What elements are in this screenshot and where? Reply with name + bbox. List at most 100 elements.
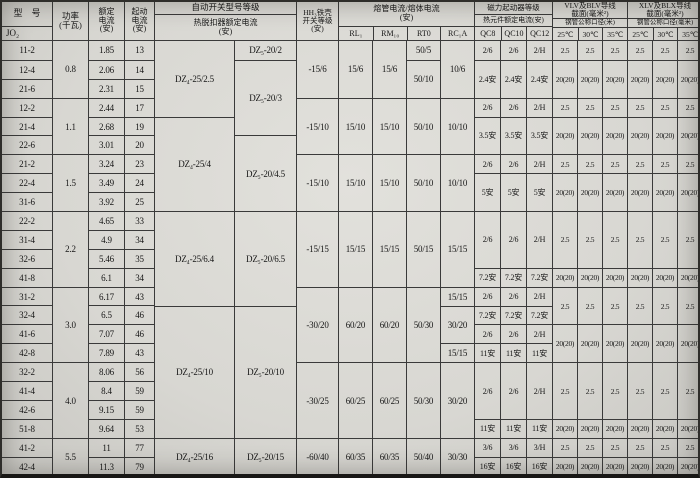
table-cell: 59 xyxy=(125,381,154,400)
table-cell: 11安 xyxy=(527,418,552,438)
table-cell: 2.5 xyxy=(628,437,652,457)
table-cell: 2.5 xyxy=(578,362,602,419)
table-cell: 2/6 xyxy=(475,211,500,268)
xlv-temp-subcolumns: 25℃ 30℃ 35℃ xyxy=(628,28,698,40)
table-cell: 20(20) xyxy=(553,418,577,438)
table-cell: 60/25 xyxy=(339,362,372,438)
starter-subcolumns: QC8 QC10 QC12 xyxy=(475,27,552,40)
table-cell: 2.5 xyxy=(660,45,670,55)
table-cell: 9.64 xyxy=(89,418,124,438)
table-cell: 20(20) xyxy=(678,116,698,155)
table-cell: 1.5 xyxy=(53,154,88,211)
table-cell: 41-6 xyxy=(2,324,52,343)
header-xlv-group: XLV及BLX导线 截面(毫米²) 钢管公称口径(毫米) 25℃ 30℃ 35℃ xyxy=(627,2,698,40)
table-cell: 10/6 xyxy=(449,64,466,75)
table-cell: 2/H xyxy=(527,154,552,173)
table-cell: 20(20) xyxy=(578,324,602,362)
auto-switch-title: 自动开关型号等级 xyxy=(155,2,296,15)
table-cell: 2.5 xyxy=(653,362,677,419)
start-current-header-label: 起动 电流 (安) xyxy=(131,6,148,34)
col-xlv-30c: 2.5 20(20) 2.5 20(20) 2.5 20(20) 2.5 20(20) 2.5 2… xyxy=(652,41,677,474)
table-cell: 20(20) xyxy=(603,456,627,474)
table-cell: 20(20) xyxy=(628,173,652,211)
table-cell: 2/H xyxy=(527,362,552,419)
model-title: 型 号 xyxy=(13,8,41,19)
col-label-vlv-25c: 25℃ xyxy=(557,29,574,39)
table-body: 11-2 12-4 21-6 12-2 21-4 22-6 21-2 22-4 31-6 22-2… xyxy=(2,41,698,474)
table-cell: 20(20) xyxy=(653,324,677,362)
col-label-xlv-30c: 30℃ xyxy=(652,28,678,40)
table-cell: DZ₄-25/10 xyxy=(155,305,234,438)
col-vlv-35c: 2.5 20(20) 2.5 20(20) 2.5 20(20) 2.5 20(20) 2.5 2… xyxy=(602,41,627,474)
table-cell: 31-2 xyxy=(2,286,52,306)
table-cell: 2/6 xyxy=(482,45,493,55)
table-cell: 20 xyxy=(125,135,154,154)
table-cell: 20(20) xyxy=(653,173,677,211)
table-cell: 41-8 xyxy=(2,267,52,287)
table-cell: 2.5 xyxy=(653,154,677,173)
table-cell: 79 xyxy=(125,456,154,474)
table-cell: 24 xyxy=(125,173,154,192)
table-cell: 3.5安 xyxy=(475,116,500,155)
table-cell: 21-4 xyxy=(2,116,52,136)
table-cell: 20(20) xyxy=(653,116,677,155)
table-cell: 20(20) xyxy=(603,116,627,155)
table-cell: 35 xyxy=(125,248,154,268)
table-cell: 2.2 xyxy=(53,211,88,287)
table-cell: 34 xyxy=(125,229,154,249)
table-cell: 15/15 xyxy=(441,211,474,287)
col-fuse-rc1a: 10/6 10/10 10/10 15/15 15/15 30/20 15/15 30/20 3… xyxy=(440,41,474,474)
table-cell: 9.15 xyxy=(89,399,124,419)
table-cell: 7.07 xyxy=(89,324,124,343)
table-cell: 20(20) xyxy=(653,267,677,287)
fuse-subcolumns: RL₁ RM₁₀ RT0 RC₁A xyxy=(339,27,474,40)
table-cell: 1.1 xyxy=(53,97,88,155)
table-cell: 43 xyxy=(125,286,154,306)
table-cell: 50/5 xyxy=(415,45,432,56)
table-cell: 2.5 xyxy=(560,45,570,55)
table-cell: -30/25 xyxy=(297,362,338,438)
header-auto-switch: 自动开关型号等级 热脱扣器额定电流 (安) xyxy=(154,2,296,40)
table-cell: -15/10 xyxy=(297,154,338,211)
table-cell: 15/15 xyxy=(441,343,474,362)
table-cell: 20(20) xyxy=(628,267,652,287)
table-cell: 2/6 xyxy=(475,362,500,419)
table-cell: 3.5安 xyxy=(527,116,552,155)
table-cell: DZ₄-25/4 xyxy=(155,116,234,212)
table-cell: 3.92 xyxy=(89,192,124,211)
table-cell: 2.5 xyxy=(653,211,677,268)
table-cell: 15/6 xyxy=(347,64,364,75)
table-cell: 20(20) xyxy=(678,418,698,438)
table-cell: 2.5 xyxy=(578,437,602,457)
table-cell: 17 xyxy=(125,97,154,117)
table-cell: 20(20) xyxy=(628,116,652,155)
table-cell: 15/10 xyxy=(339,97,372,155)
table-cell: 2.4安 xyxy=(501,59,526,98)
table-cell: DZ₅-20/15 xyxy=(235,437,296,474)
hh3-header-label: HH₃铁壳 开关等级 (安) xyxy=(302,7,333,34)
table-cell: 20(20) xyxy=(603,324,627,362)
table-cell: 20(20) xyxy=(578,173,602,211)
table-cell: DZ₄-25/6.4 xyxy=(155,211,234,306)
table-cell: 42-8 xyxy=(2,343,52,362)
table-cell: 15 xyxy=(125,78,154,98)
table-cell: 2/6 xyxy=(501,324,526,343)
col-power: 0.8 1.1 1.5 2.2 3.0 4.0 5.5 xyxy=(52,41,88,474)
starter-group-subtitle: 热元件额定电流(安) xyxy=(475,15,552,27)
col-label-xlv-25c: 25℃ xyxy=(632,29,649,39)
table-cell: 2.5 xyxy=(678,362,698,419)
table-cell: 51-8 xyxy=(2,418,52,438)
col-label-qc8: QC8 xyxy=(480,29,496,38)
table-cell: 11安 xyxy=(475,418,500,438)
table-cell: 13 xyxy=(135,45,144,56)
header-fuse-group: 熔管电流/熔体电流 (安) RL₁ RM₁₀ RT0 RC₁A xyxy=(338,2,474,40)
table-cell: 15/10 xyxy=(373,97,406,155)
table-cell: 2.5 xyxy=(678,97,698,117)
table-cell: 7.2安 xyxy=(475,305,500,325)
table-header: 型 号 JO₂ 功率 (千瓦) 额定 电流 (安) 起动 电流 (安) 自动开关… xyxy=(2,2,698,41)
table-cell: 41-2 xyxy=(2,437,52,457)
table-cell: 20(20) xyxy=(553,267,577,287)
table-cell: 42-6 xyxy=(2,399,52,419)
table-cell: 46 xyxy=(125,324,154,343)
table-cell: 2.5 xyxy=(553,154,577,173)
